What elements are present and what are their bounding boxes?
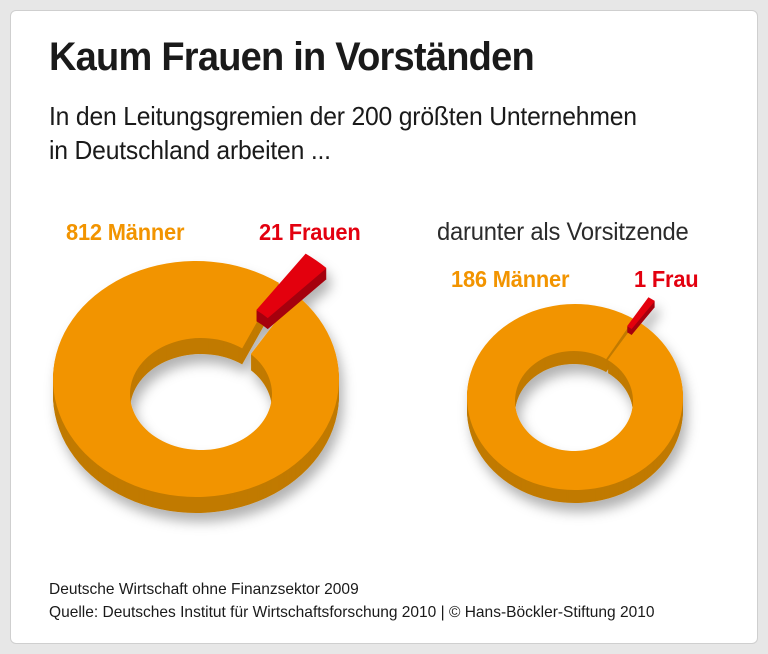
right-donut-chart <box>467 297 684 504</box>
left-chart-label-men: 812 Männer <box>66 219 185 245</box>
left-chart-label-women: 21 Frauen <box>259 219 361 245</box>
footer-source: Quelle: Deutsches Institut für Wirtschaf… <box>49 604 655 621</box>
donut-charts-canvas <box>53 253 684 513</box>
infographic-stage: Kaum Frauen in Vorständen In den Leitung… <box>11 11 757 643</box>
right-chart-label-men: 186 Männer <box>451 266 570 292</box>
right-chart-label-women: 1 Frau <box>634 266 699 292</box>
footer-note: Deutsche Wirtschaft ohne Finanzsektor 20… <box>49 581 359 598</box>
subtitle-line-1: In den Leitungsgremien der 200 größten U… <box>49 101 637 131</box>
infographic-card: Kaum Frauen in Vorständen In den Leitung… <box>10 10 758 644</box>
subtitle-line-2: in Deutschland arbeiten ... <box>49 135 331 165</box>
page-title: Kaum Frauen in Vorständen <box>49 35 535 79</box>
left-donut-chart <box>53 253 340 513</box>
right-chart-title: darunter als Vorsitzende <box>437 218 689 246</box>
